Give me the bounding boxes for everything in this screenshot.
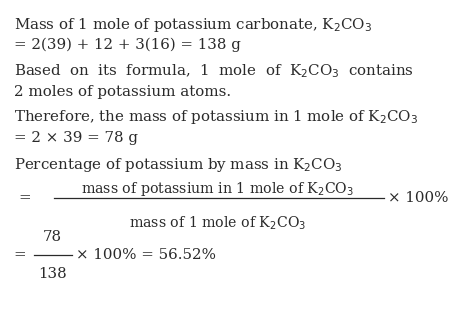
Text: 78: 78 <box>43 229 62 244</box>
Text: mass of 1 mole of K$_2$CO$_3$: mass of 1 mole of K$_2$CO$_3$ <box>129 214 306 232</box>
Text: =: = <box>14 248 26 262</box>
Text: Percentage of potassium by mass in K$_2$CO$_3$: Percentage of potassium by mass in K$_2$… <box>14 156 342 175</box>
Text: = 2(39) + 12 + 3(16) = 138 g: = 2(39) + 12 + 3(16) = 138 g <box>14 38 241 52</box>
Text: Mass of 1 mole of potassium carbonate, K$_2$CO$_3$: Mass of 1 mole of potassium carbonate, K… <box>14 16 372 34</box>
Text: mass of potassium in 1 mole of K$_2$CO$_3$: mass of potassium in 1 mole of K$_2$CO$_… <box>81 180 355 198</box>
Text: 2 moles of potassium atoms.: 2 moles of potassium atoms. <box>14 85 231 99</box>
Text: × 100% = 56.52%: × 100% = 56.52% <box>76 248 216 262</box>
Text: =: = <box>18 191 31 205</box>
Text: = 2 × 39 = 78 g: = 2 × 39 = 78 g <box>14 131 138 145</box>
Text: Based  on  its  formula,  1  mole  of  K$_2$CO$_3$  contains: Based on its formula, 1 mole of K$_2$CO$… <box>14 63 414 80</box>
Text: Therefore, the mass of potassium in 1 mole of K$_2$CO$_3$: Therefore, the mass of potassium in 1 mo… <box>14 108 418 126</box>
Text: 138: 138 <box>38 267 67 281</box>
Text: × 100%: × 100% <box>388 191 449 205</box>
